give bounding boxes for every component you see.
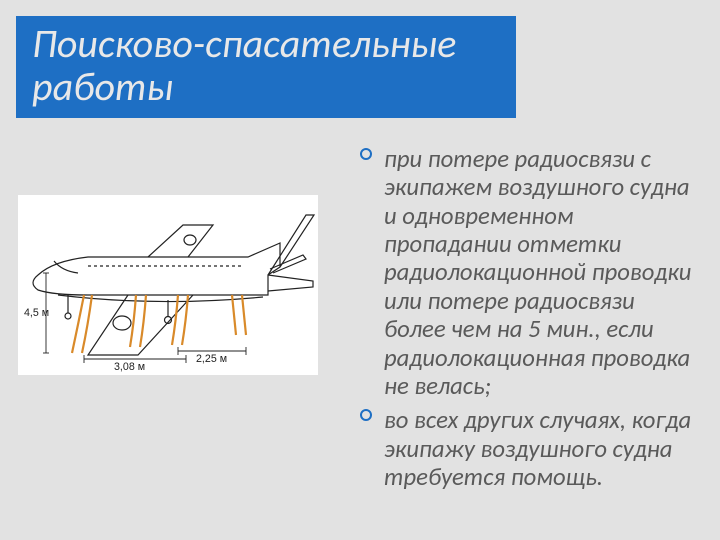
aircraft-svg: [18, 195, 318, 375]
bullet-text: при потере радиосвязи с экипажем воздушн…: [384, 144, 691, 401]
aircraft-diagram: 4,5 м 3,08 м 2,25 м: [18, 195, 318, 375]
dim-mid-span: 3,08 м: [114, 361, 145, 373]
slide: Поисково-спасательные работы: [0, 0, 720, 540]
bullet-list: при потере радиосвязи с экипажем воздушн…: [360, 145, 695, 497]
dim-front-height: 4,5 м: [24, 307, 49, 319]
slide-title: Поисково-спасательные работы: [32, 22, 500, 108]
dim-rear-span: 2,25 м: [196, 353, 227, 365]
bullet-marker-icon: [360, 409, 372, 421]
bullet-text: во всех других случаях, когда экипажу во…: [384, 405, 691, 492]
bullet-marker-icon: [360, 148, 372, 160]
title-bar: Поисково-спасательные работы: [16, 16, 516, 118]
bullet-item: при потере радиосвязи с экипажем воздушн…: [360, 145, 695, 400]
bullet-item: во всех других случаях, когда экипажу во…: [360, 406, 695, 491]
